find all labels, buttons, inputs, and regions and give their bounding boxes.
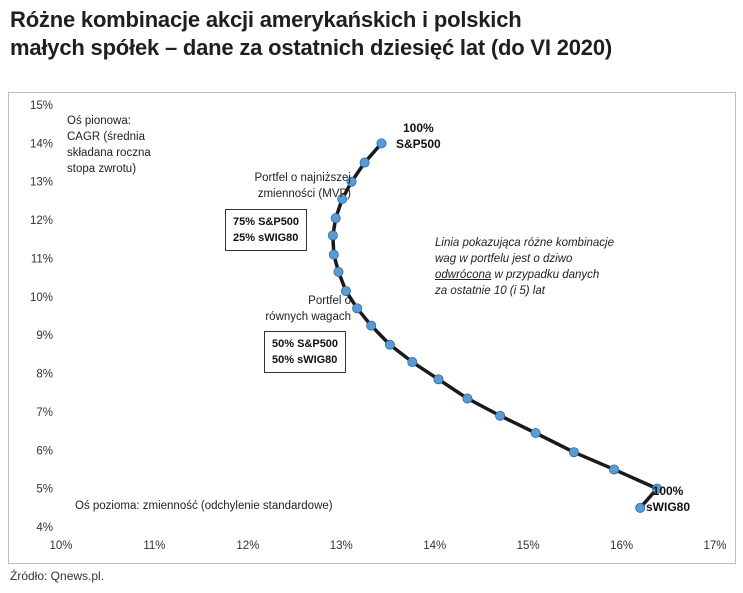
mvp-label: Portfel o najniższej zmienności (MVP) xyxy=(215,170,351,202)
y-tick-label: 8% xyxy=(36,369,53,381)
y-tick-label: 5% xyxy=(36,484,53,496)
data-point xyxy=(327,230,338,241)
x-tick-label: 17% xyxy=(703,540,726,552)
data-point xyxy=(407,357,418,368)
data-point xyxy=(609,464,620,475)
x-axis-note: Oś pozioma: zmienność (odchylenie standa… xyxy=(75,500,333,512)
equal-weights-label: Portfel o równych wagach xyxy=(253,293,351,325)
mvp-box: 75% S&P500 25% sWIG80 xyxy=(225,209,308,251)
data-point xyxy=(568,447,579,458)
x-tick-label: 16% xyxy=(610,540,633,552)
note-line: Linia pokazująca różne kombinacje xyxy=(435,237,614,249)
note-line: za ostatnie 10 (i 5) lat xyxy=(435,285,545,297)
y-axis-note-line: CAGR (średnia xyxy=(67,131,145,143)
note-line: odwrócona w przypadku danych xyxy=(435,267,614,283)
swig80-100-label: 100% sWIG80 xyxy=(639,479,697,519)
data-point xyxy=(340,286,351,297)
equal-weights-box: 50% S&P500 50% sWIG80 xyxy=(264,331,347,373)
data-point xyxy=(462,393,473,404)
x-tick-label: 12% xyxy=(236,540,259,552)
data-point xyxy=(333,266,344,277)
y-tick-label: 6% xyxy=(36,445,53,457)
y-tick-label: 13% xyxy=(30,177,53,189)
y-tick-label: 10% xyxy=(30,292,53,304)
source-note: Źródło: Qnews.pl. xyxy=(10,569,105,583)
data-point xyxy=(352,303,363,314)
data-point xyxy=(366,320,377,331)
data-point xyxy=(346,176,357,187)
sp500-100-label: 100% S&P500 xyxy=(389,116,448,156)
sp500-box-line: S&P500 xyxy=(396,137,441,151)
data-point xyxy=(652,483,663,494)
data-point xyxy=(384,339,395,350)
equal-box-line: 50% sWIG80 xyxy=(272,354,338,366)
x-tick-label: 15% xyxy=(517,540,540,552)
chart-frame: 4% 5% 6% 7% 8% 9% 10% 11% 12% 13% 14% 15% 10% 11% 12% 1… xyxy=(8,92,736,564)
y-tick-label: 14% xyxy=(30,138,53,150)
title-line-2: małych spółek – dane za ostatnich dziesi… xyxy=(10,35,612,60)
note-underlined-word: odwrócona xyxy=(435,269,492,281)
mvp-box-line: 25% sWIG80 xyxy=(233,232,299,244)
x-tick-label: 13% xyxy=(330,540,353,552)
note-line-rest: w przypadku danych xyxy=(491,269,600,281)
data-point xyxy=(433,374,444,385)
data-point xyxy=(635,502,646,513)
swig80-box-line: 100% xyxy=(652,484,684,498)
x-tick-label: 10% xyxy=(49,540,72,552)
y-axis-note-line: składana roczna xyxy=(67,147,151,159)
y-tick-label: 7% xyxy=(36,407,53,419)
equal-box-line: 50% S&P500 xyxy=(272,338,339,350)
chart-svg: 4% 5% 6% 7% 8% 9% 10% 11% 12% 13% 14% 15% 10% 11% 12% 1… xyxy=(30,100,727,552)
title-line-1: Różne kombinacje akcji amerykańskich i p… xyxy=(10,7,522,32)
data-point xyxy=(359,157,370,168)
mvp-box-line: 75% S&P500 xyxy=(233,216,300,228)
data-point xyxy=(530,428,541,439)
equal-label-line: równych wagach xyxy=(265,311,351,323)
x-tick-label: 14% xyxy=(423,540,446,552)
y-tick-label: 11% xyxy=(31,253,53,265)
data-point xyxy=(376,138,387,149)
chart-title: Różne kombinacje akcji amerykańskich i p… xyxy=(10,6,735,62)
inverted-line-note: Linia pokazująca różne kombinacje wag w … xyxy=(435,235,614,299)
sp500-box-line: 100% xyxy=(403,121,434,135)
frontier-line xyxy=(331,141,659,510)
x-tick-label: 11% xyxy=(143,540,165,552)
y-tick-label: 12% xyxy=(30,215,53,227)
y-axis-note: Oś pionowa: CAGR (średnia składana roczn… xyxy=(67,113,151,177)
data-point xyxy=(328,249,339,260)
y-axis-note-line: stopa zwrotu) xyxy=(67,163,137,175)
mvp-label-line: Portfel o najniższej xyxy=(254,172,351,184)
data-point xyxy=(330,213,341,224)
data-point xyxy=(495,410,506,421)
y-tick-label: 4% xyxy=(36,522,53,534)
y-axis-note-line: Oś pionowa: xyxy=(67,115,131,127)
mvp-label-line: zmienności (MVP) xyxy=(257,188,351,200)
note-line: wag w portfelu jest o dziwo xyxy=(435,253,573,265)
equal-label-line: Portfel o xyxy=(308,295,351,307)
swig80-box-line: sWIG80 xyxy=(646,500,691,514)
y-tick-label: 15% xyxy=(30,100,53,112)
y-tick-label: 9% xyxy=(36,330,53,342)
data-point xyxy=(337,193,348,204)
